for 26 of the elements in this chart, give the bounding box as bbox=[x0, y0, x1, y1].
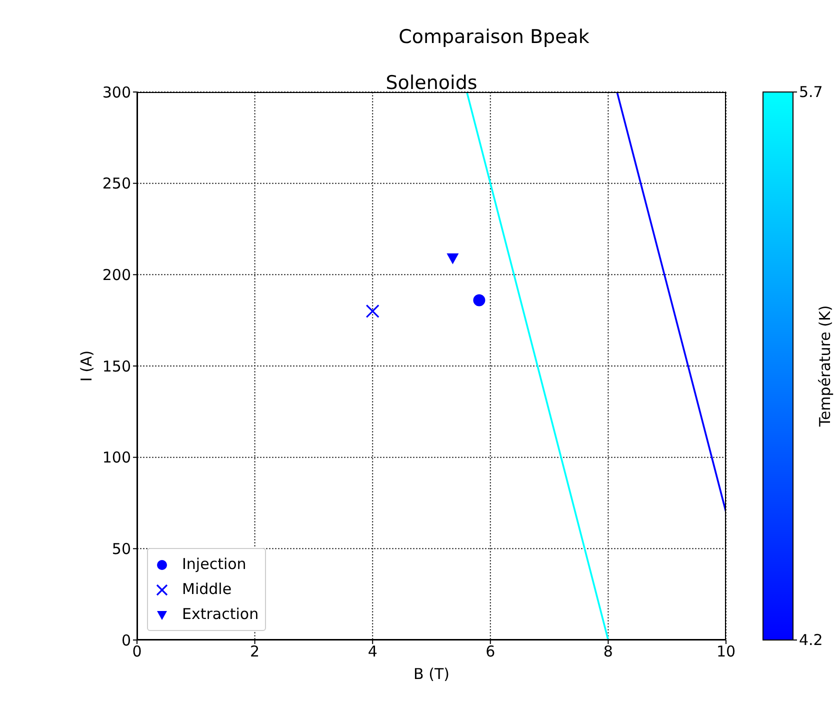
colorbar: 4.2 5.7 Température (K) bbox=[748, 78, 836, 658]
chart-title: Comparaison Bpeak bbox=[398, 26, 590, 48]
x-tick-label: 10 bbox=[716, 642, 736, 661]
color-bar-label: 4.2 bbox=[799, 631, 823, 649]
legend-label: Extraction bbox=[182, 604, 259, 625]
y-tick-label: 150 bbox=[102, 357, 131, 376]
point bbox=[446, 253, 459, 264]
y-tick-label: 200 bbox=[102, 266, 131, 284]
x-tick-label: 2 bbox=[250, 642, 260, 661]
chart-subtitle: Solenoids bbox=[384, 72, 478, 94]
legend-label: Middle bbox=[182, 579, 232, 600]
color-bar-title: Température (K) bbox=[816, 305, 834, 428]
legend-label: Injection bbox=[182, 554, 246, 575]
y-tick-label: 0 bbox=[121, 631, 131, 650]
x-axis-title: B (T) bbox=[414, 665, 450, 683]
y-tick-label: 300 bbox=[102, 83, 131, 102]
x-tick-label: 8 bbox=[603, 642, 613, 661]
color-bar-label: 5.7 bbox=[799, 83, 823, 101]
point bbox=[366, 304, 380, 318]
y-tick-label: 50 bbox=[112, 540, 131, 558]
y-tick-label: 100 bbox=[102, 448, 131, 467]
x-tick-label: 6 bbox=[486, 642, 496, 661]
y-tick-label: 250 bbox=[102, 174, 131, 193]
y-axis-title: I (A) bbox=[77, 350, 96, 382]
x-tick-label: 4 bbox=[368, 642, 378, 661]
point bbox=[473, 294, 486, 306]
